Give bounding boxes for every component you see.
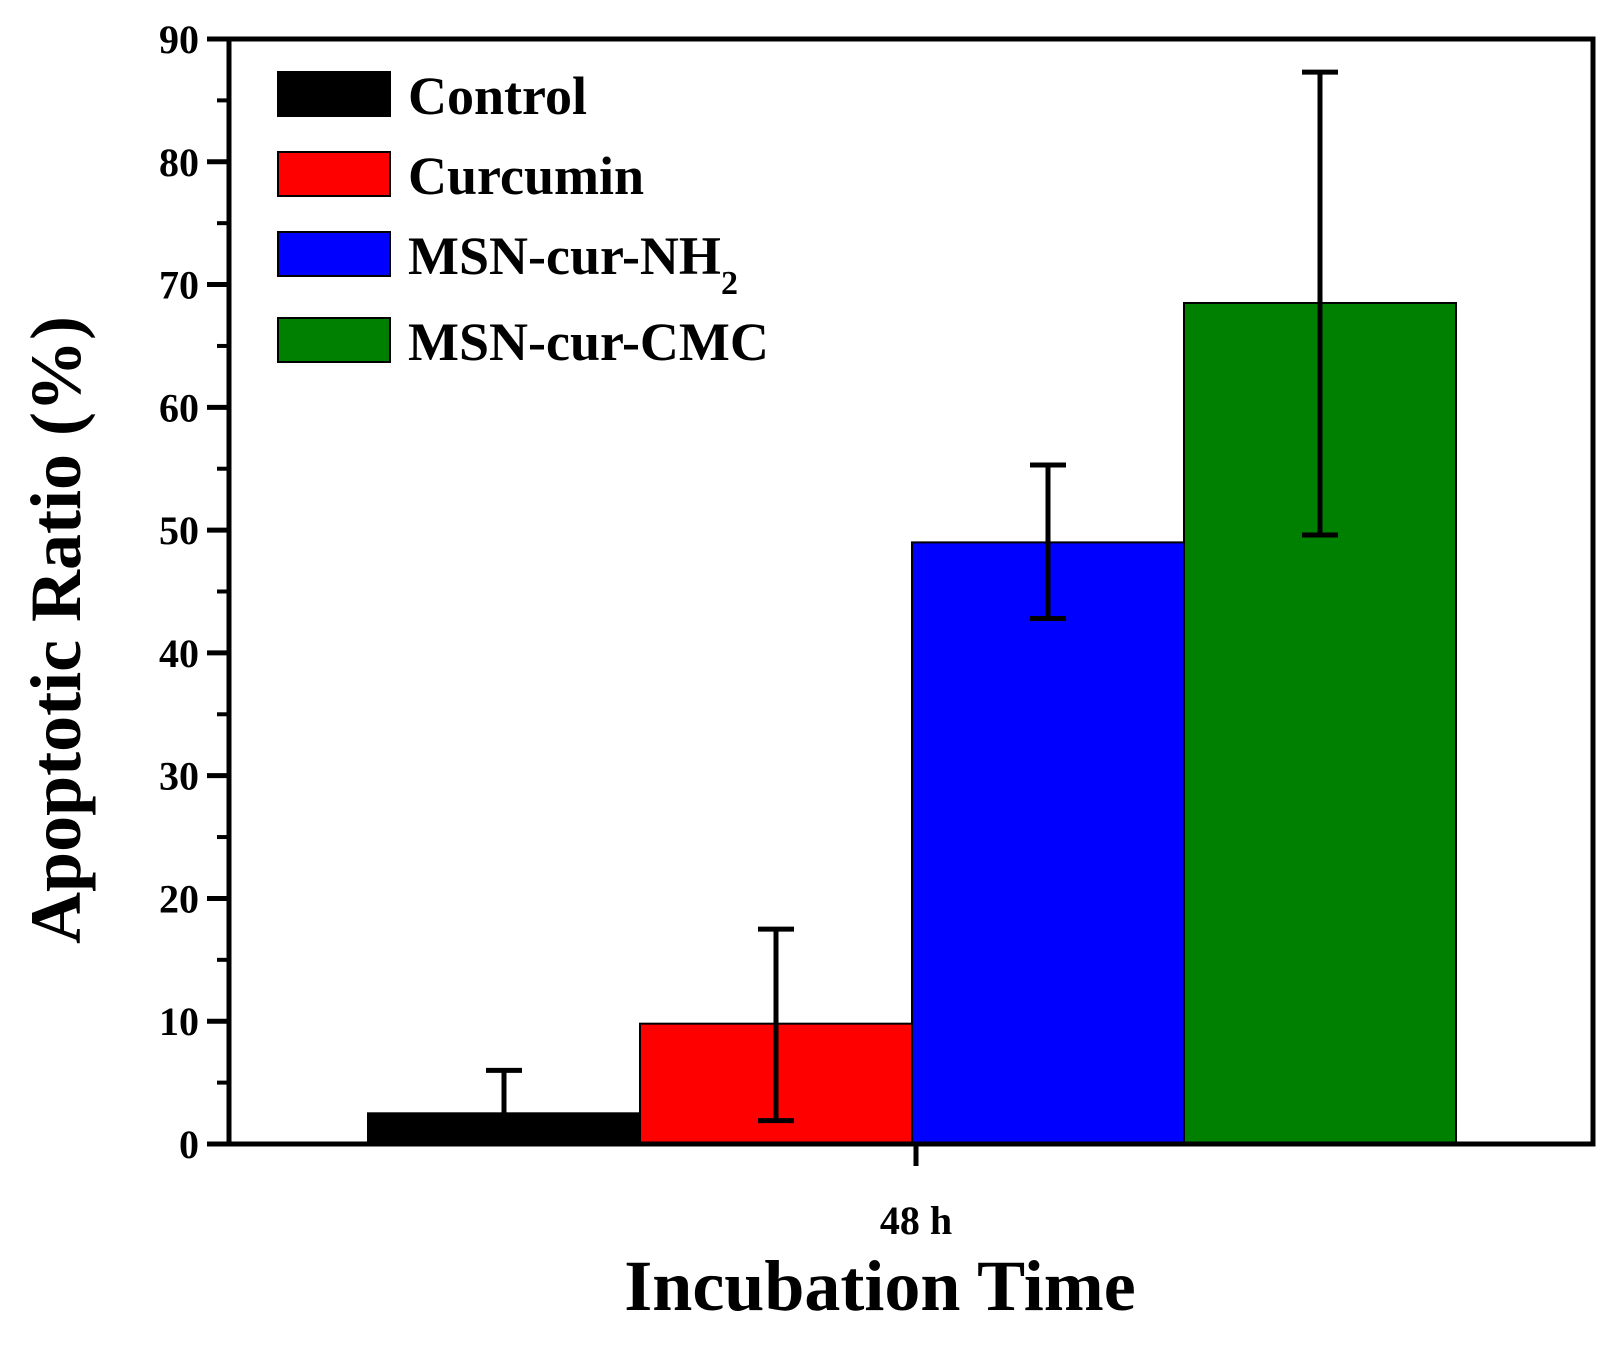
error-bars: [486, 69, 1338, 1124]
legend-swatch: [277, 151, 391, 197]
legend-label: MSN-cur-CMC: [408, 312, 769, 372]
y-tick-label: 60: [159, 385, 199, 430]
legend-item-msn-cur-nh: MSN-cur-NH2: [277, 226, 738, 302]
legend-swatch: [277, 317, 391, 363]
legend: Control Curcumin MSN-cur-NH2 MSN-cur-CMC: [277, 66, 769, 372]
y-tick-label: 50: [159, 508, 199, 553]
x-axis-title: Incubation Time: [624, 1246, 1136, 1326]
legend-label-subscript: 2: [721, 265, 738, 302]
error-bar-msn-cur-cmc: [1302, 69, 1338, 538]
y-tick-label: 70: [159, 263, 199, 308]
legend-swatch: [277, 71, 391, 117]
legend-swatch: [277, 231, 391, 277]
legend-label: Curcumin: [408, 146, 644, 206]
y-tick-label: 80: [159, 140, 199, 185]
bar-msn-cur-nh: [911, 541, 1185, 1145]
legend-label: MSN-cur-NH2: [408, 226, 738, 302]
x-tick-label: 48 h: [880, 1198, 952, 1243]
legend-item-msn-cur-cmc: MSN-cur-CMC: [277, 312, 769, 372]
legend-item-curcumin: Curcumin: [277, 146, 644, 206]
y-tick-label: 90: [159, 17, 199, 62]
legend-item-control: Control: [277, 66, 587, 126]
y-axis-title: Apoptotic Ratio (%): [16, 316, 96, 944]
y-tick-label: 10: [159, 999, 199, 1044]
y-tick-label: 20: [159, 876, 199, 921]
legend-label: Control: [408, 66, 587, 126]
error-bar-curcumin: [758, 926, 794, 1124]
error-bar-control: [486, 1067, 522, 1122]
y-tick-label: 0: [179, 1122, 199, 1167]
y-tick-label: 40: [159, 631, 199, 676]
y-tick-label: 30: [159, 754, 199, 799]
axes: 0 10 20 30 40 50 60 70 80 90 48 h: [159, 17, 1596, 1243]
bars: [367, 301, 1457, 1146]
error-bar-msn-cur-nh: [1030, 462, 1066, 622]
